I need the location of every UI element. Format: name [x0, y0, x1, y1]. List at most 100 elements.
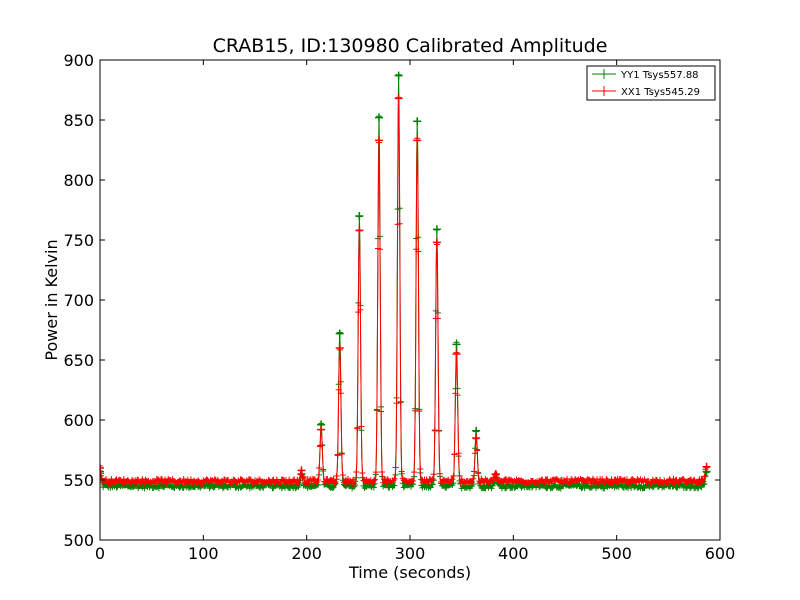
data-point-marker: [416, 408, 423, 415]
peak-marker: [413, 136, 422, 145]
data-point-marker: [393, 400, 400, 407]
data-point-marker: [370, 484, 377, 491]
x-tick-label: 600: [705, 544, 736, 563]
peak-marker: [452, 350, 461, 358]
data-point-marker: [163, 480, 170, 487]
data-point-marker: [417, 465, 424, 472]
data-point-marker: [384, 476, 391, 483]
data-point-marker: [339, 472, 346, 479]
data-point-marker: [331, 479, 338, 486]
data-point-marker: [299, 473, 306, 480]
peak-marker: [702, 462, 711, 471]
data-point-marker: [475, 470, 482, 477]
data-point-marker: [587, 480, 594, 487]
peak-marker: [472, 434, 481, 442]
data-point-marker: [337, 390, 344, 397]
data-point-marker: [377, 246, 384, 253]
data-point-marker: [400, 484, 407, 491]
data-point-marker: [451, 451, 458, 458]
peak-marker: [413, 117, 422, 126]
data-point-marker: [428, 477, 435, 484]
data-point-marker: [353, 468, 360, 475]
data-point-marker: [595, 480, 602, 487]
data-point-marker: [430, 471, 437, 478]
data-point-marker: [470, 475, 477, 482]
data-point-marker: [106, 479, 113, 486]
data-point-marker: [358, 423, 365, 430]
peak-marker: [100, 464, 104, 472]
data-point-marker: [446, 480, 453, 487]
y-tick-label: 800: [63, 171, 94, 190]
x-axis-label: Time (seconds): [348, 563, 471, 582]
data-point-marker: [378, 408, 385, 415]
peak-marker: [317, 425, 326, 434]
data-point-marker: [449, 476, 456, 483]
peak-marker: [394, 94, 403, 103]
peak-marker: [335, 344, 344, 352]
data-point-marker: [295, 480, 302, 487]
data-point-marker: [292, 485, 299, 492]
data-point-marker: [333, 473, 340, 480]
x-tick-label: 200: [291, 544, 322, 563]
data-point-marker: [335, 386, 342, 393]
y-tick-label: 900: [63, 51, 94, 70]
data-point-marker: [392, 464, 399, 471]
data-point-marker: [312, 480, 319, 487]
peak-marker: [432, 238, 441, 247]
data-point-marker: [334, 451, 341, 458]
data-point-marker: [219, 480, 226, 487]
data-point-marker: [627, 479, 634, 486]
data-point-marker: [319, 442, 326, 449]
y-axis-label: Power in Kelvin: [42, 239, 61, 360]
data-point-marker: [471, 468, 478, 475]
x-tick-label: 0: [95, 544, 105, 563]
peak-marker: [335, 329, 344, 338]
data-point-marker: [411, 469, 418, 476]
data-point-marker: [370, 477, 377, 484]
data-point-marker: [373, 406, 380, 413]
data-point-marker: [455, 450, 462, 457]
data-point-marker: [108, 475, 115, 482]
legend-box: [586, 65, 716, 101]
peak-marker: [297, 466, 306, 475]
data-point-marker: [436, 470, 443, 477]
data-point-marker: [456, 472, 463, 479]
data-point-marker: [548, 480, 555, 487]
data-point-marker: [391, 482, 398, 489]
data-point-marker: [156, 480, 163, 487]
legend: YY1 Tsys557.88 XX1 Tsys545.29: [586, 65, 716, 101]
peak-marker: [472, 426, 481, 435]
data-point-marker: [397, 398, 404, 405]
data-point-marker: [480, 479, 487, 486]
data-point-marker: [398, 468, 405, 475]
y-tick-label: 750: [63, 231, 94, 250]
data-point-marker: [429, 476, 436, 483]
data-point-marker: [541, 480, 548, 487]
data-point-marker: [657, 476, 664, 483]
data-point-marker: [372, 469, 379, 476]
data-point-marker: [332, 478, 339, 485]
data-point-marker: [187, 476, 194, 483]
data-point-marker: [311, 476, 318, 483]
data-point-marker: [415, 248, 422, 255]
x-tick-label: 500: [601, 544, 632, 563]
data-point-marker: [602, 480, 609, 487]
data-point-marker: [100, 462, 103, 469]
data-point-marker: [488, 485, 495, 492]
y-tick-label: 600: [63, 411, 94, 430]
data-point-marker: [371, 476, 378, 483]
data-point-marker: [544, 476, 551, 483]
data-point-marker: [435, 427, 442, 434]
data-point-marker: [474, 447, 481, 454]
data-point-marker: [315, 476, 322, 483]
data-point-marker: [300, 474, 307, 481]
data-point-marker: [379, 468, 386, 475]
data-point-marker: [276, 480, 283, 487]
data-point-marker: [391, 475, 398, 482]
data-point-marker: [338, 450, 345, 457]
data-point-marker: [429, 481, 436, 488]
data-point-marker: [320, 466, 327, 473]
data-point-marker: [469, 478, 475, 485]
data-point-marker: [410, 477, 417, 484]
